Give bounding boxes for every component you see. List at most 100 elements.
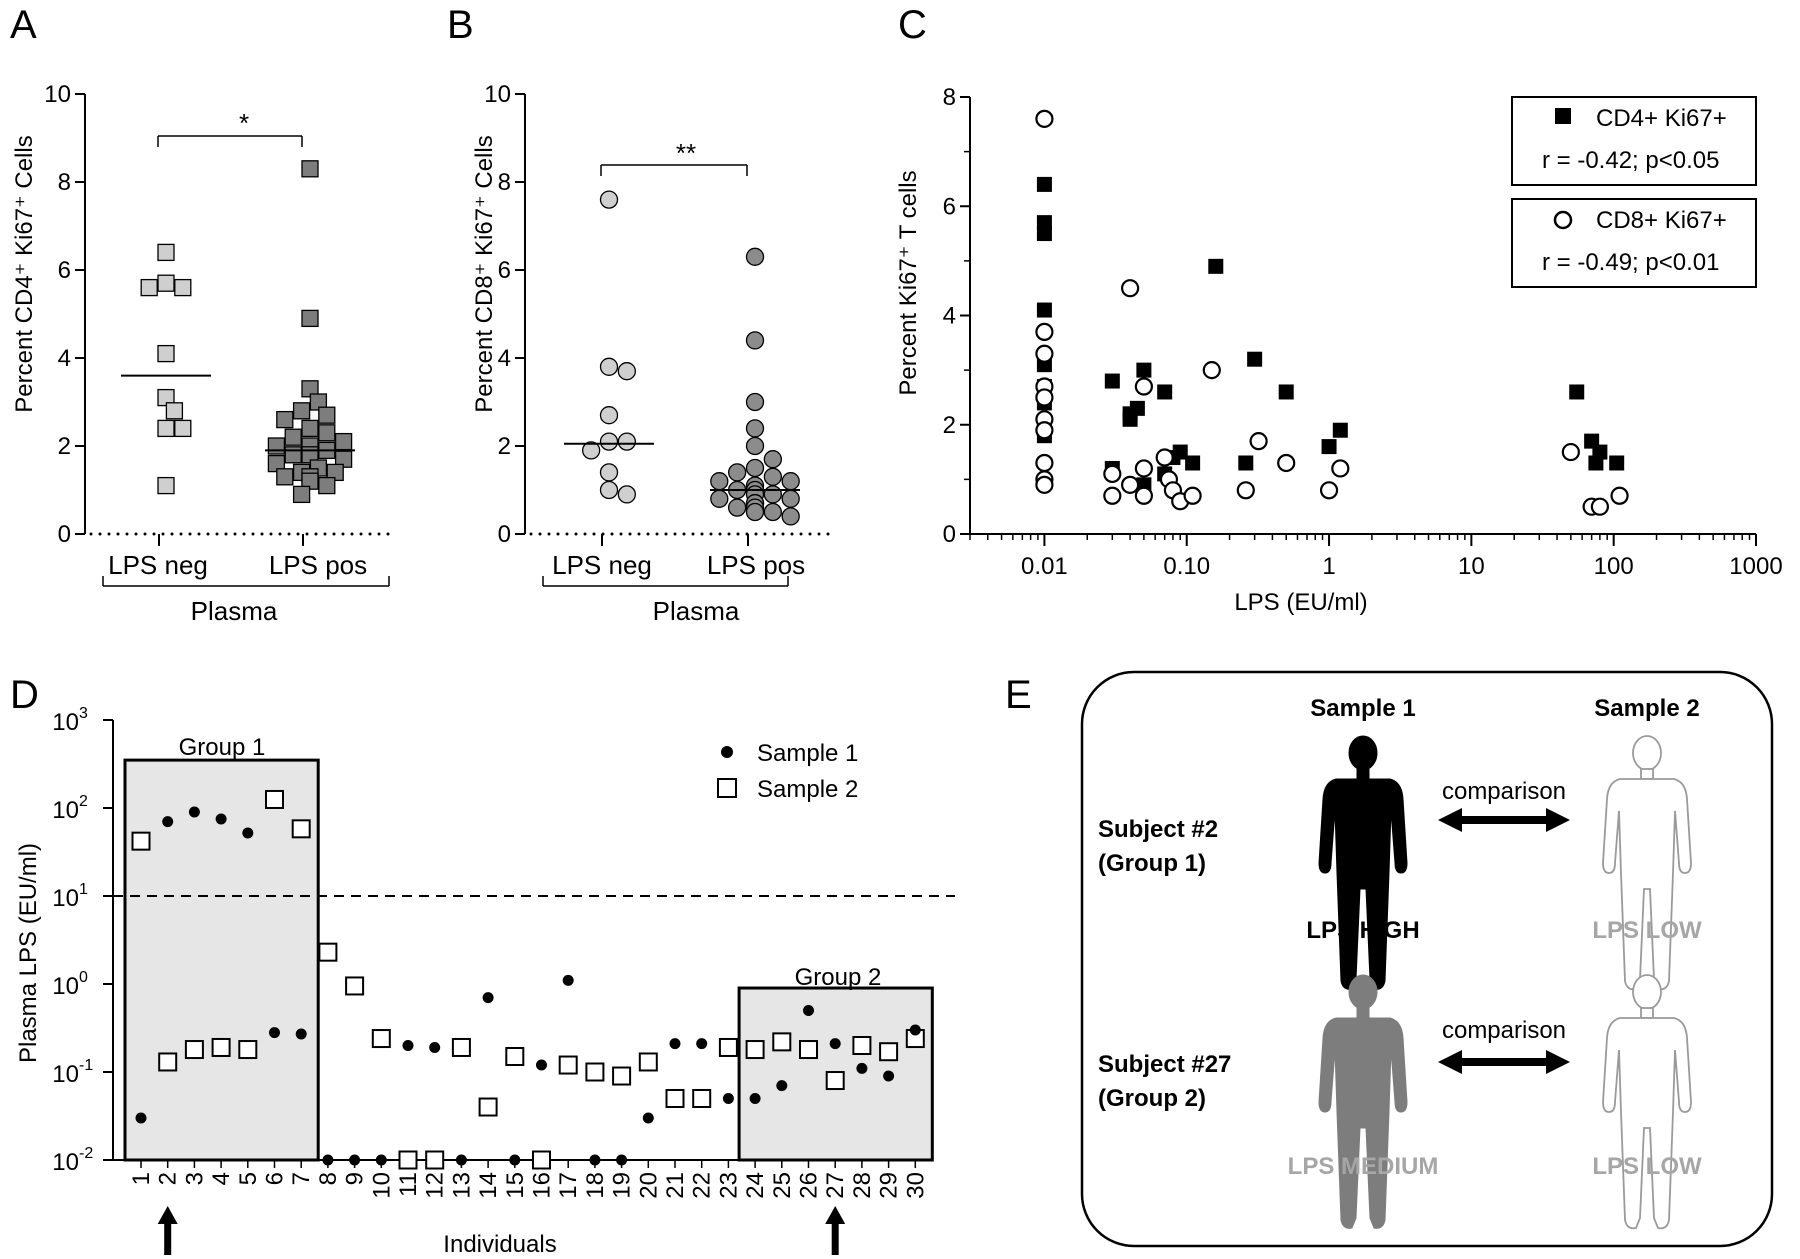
cd8-point [1120,475,1140,494]
panel-d-legend-label-sample1: Sample 1 [757,740,858,767]
data-point [599,480,619,500]
data-point [599,406,619,425]
x-tick-label: 30 [902,1172,929,1199]
panel-b-category-lps-neg: LPS neg [552,550,652,580]
y-tick-label: 4 [943,303,956,330]
panel-e-col2-header: Sample 2 [1594,695,1699,722]
x-axis-dot [700,532,704,536]
panel-d-legend-marker-sample2 [717,778,737,798]
x-axis-dot [179,532,183,536]
x-axis-dot [368,532,372,536]
y-tick-label: 2 [498,433,511,460]
sample1-point [429,1041,441,1053]
x-axis-dot [610,532,614,536]
up-arrow-head-icon [157,1206,178,1224]
data-point [763,450,782,469]
cd8-point [1035,421,1054,440]
data-point [745,247,765,266]
sample1-point [776,1080,788,1092]
panel-c-legend-marker-cd4 [1555,108,1571,124]
y-tick-exponent: -1 [79,1057,93,1074]
group-box [123,758,320,1162]
sample2-point [879,1042,899,1062]
x-axis-dot [269,532,273,536]
x-axis-dot [619,532,623,536]
cd8-point [1331,459,1350,478]
cd8-point [1134,459,1153,478]
panel-e-row2-subject: Subject #27 [1098,1051,1231,1078]
data-point [599,463,619,482]
x-tick-label: 28 [849,1172,876,1199]
x-axis-dot [125,532,129,536]
panel-letter-a: A [10,3,37,47]
data-point [763,467,782,486]
x-axis-dot [323,532,327,536]
y-tick-label: 8 [58,169,71,196]
sample1-point [749,1092,761,1104]
cd4-point [1104,373,1120,389]
cd4-point [1136,362,1152,378]
y-tick-exponent: 1 [79,881,88,898]
panel-b-ylabel: Percent CD8⁺ Ki67⁺ Cells [471,135,498,412]
x-axis-dot [709,532,713,536]
x-tick-label: 6 [262,1172,289,1185]
x-tick-label: 25 [769,1172,796,1199]
x-axis-dot [781,532,785,536]
x-tick-label: 3 [181,1172,208,1185]
x-axis-dot [763,532,767,536]
x-axis-dot [359,532,363,536]
x-axis-dot [287,532,291,536]
x-tick-label: 10 [368,1172,395,1199]
panel-letter-e: E [1005,673,1032,717]
sample1-point [669,1038,681,1050]
data-point [301,309,319,328]
panel-b-group-label: Plasma [653,596,740,626]
data-point [334,432,353,451]
cd8-point [1236,481,1255,500]
sample1-point [162,816,174,828]
data-point [140,278,158,297]
sample2-point [825,1071,845,1091]
x-axis-dot [664,532,668,536]
y-tick-label: 10 [484,81,511,108]
x-axis-dot [98,532,102,536]
panel-c-legend-box-cd8 [1511,198,1757,288]
x-axis-dot [538,532,542,536]
x-axis-dot [592,532,596,536]
x-axis-dot [817,532,821,536]
x-tick-label: 12 [422,1172,449,1199]
x-axis-dot [296,532,300,536]
cd8-point [1035,453,1054,473]
up-arrow-icon [164,1222,172,1255]
x-axis-dot [637,532,641,536]
data-point [301,419,319,438]
panel-b-significance: ** [676,138,696,168]
cd4-point [1172,444,1188,460]
x-axis-dot [727,532,731,536]
data-point [292,485,311,504]
x-axis-dot [556,532,560,536]
x-axis-dot [188,532,192,536]
sample2-point [558,1055,578,1075]
x-tick-label: 11 [395,1172,422,1197]
data-point [165,402,184,420]
x-axis-dot [799,532,803,536]
panel-letter-b: B [447,3,474,47]
data-point [745,502,765,522]
cd4-point [1208,258,1224,274]
sample1-point [722,1092,734,1104]
panel-e-row1-label-high: LPS HIGH [1306,917,1419,944]
panel-a-group-label: Plasma [191,596,278,626]
x-tick-label: 27 [822,1172,849,1199]
panel-d-group2-label: Group 2 [795,964,882,991]
panel-a-significance: * [239,108,249,138]
y-tick-label: 10 [52,709,79,736]
sample1-point [322,1154,334,1166]
x-tick-label: 1 [1322,553,1335,580]
panel-e-row1-label-low: LPS LOW [1592,917,1702,944]
x-axis-dot [754,532,758,536]
cd8-point [1035,475,1054,494]
sample2-point [718,1037,738,1057]
sample2-point [692,1088,712,1108]
sample2-point [265,789,284,809]
